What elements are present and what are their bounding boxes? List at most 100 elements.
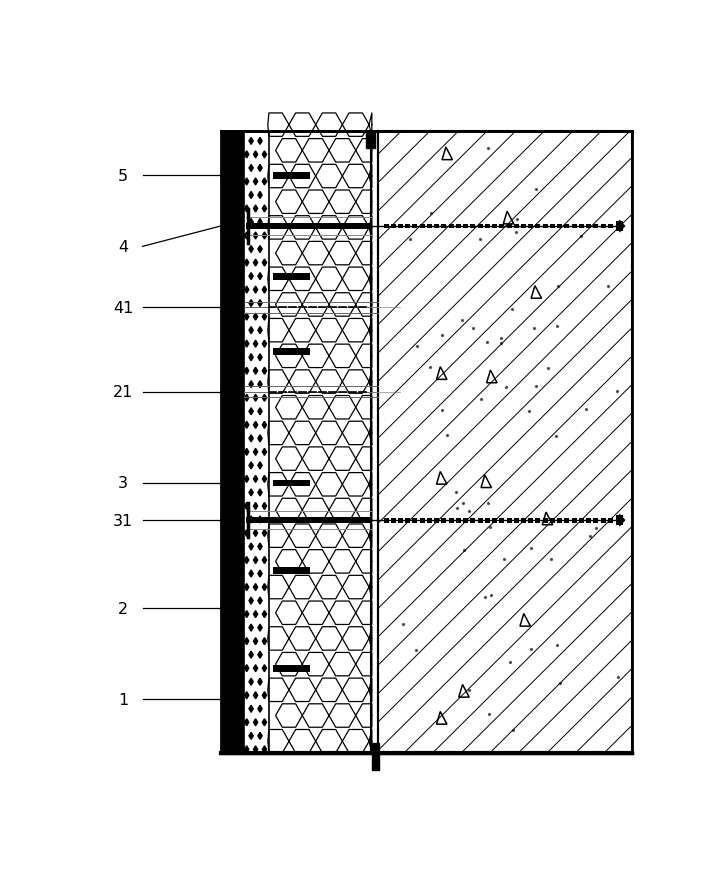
Text: 21: 21 xyxy=(113,385,134,400)
Bar xyxy=(572,225,577,229)
Polygon shape xyxy=(253,287,258,294)
Polygon shape xyxy=(253,746,258,753)
Point xyxy=(482,141,494,155)
Bar xyxy=(405,518,410,523)
Point xyxy=(507,724,518,738)
Bar xyxy=(274,666,309,673)
Polygon shape xyxy=(258,354,262,361)
Polygon shape xyxy=(253,179,258,186)
Bar xyxy=(398,225,403,229)
Bar xyxy=(449,225,454,229)
Bar xyxy=(456,518,461,523)
Polygon shape xyxy=(245,395,248,402)
Bar xyxy=(514,518,519,523)
Bar xyxy=(449,518,454,523)
Polygon shape xyxy=(245,206,248,213)
Polygon shape xyxy=(249,652,253,659)
Bar xyxy=(608,518,613,523)
Polygon shape xyxy=(253,395,258,402)
Polygon shape xyxy=(262,232,266,239)
Polygon shape xyxy=(258,409,262,416)
Polygon shape xyxy=(258,570,262,577)
Polygon shape xyxy=(258,246,262,253)
Point xyxy=(426,207,437,221)
Point xyxy=(551,638,563,652)
Bar xyxy=(383,225,388,229)
Polygon shape xyxy=(258,192,262,199)
Bar xyxy=(220,132,633,753)
Bar xyxy=(378,132,633,753)
Point xyxy=(483,707,495,721)
Bar xyxy=(274,348,309,355)
Point xyxy=(410,643,421,657)
Bar xyxy=(514,225,519,229)
Polygon shape xyxy=(620,515,625,526)
Polygon shape xyxy=(245,260,248,267)
Polygon shape xyxy=(249,381,253,389)
Polygon shape xyxy=(262,557,266,564)
Polygon shape xyxy=(258,705,262,712)
Bar xyxy=(427,225,432,229)
Point xyxy=(545,553,556,567)
Polygon shape xyxy=(258,517,262,524)
Polygon shape xyxy=(620,221,625,233)
Point xyxy=(467,322,479,336)
Polygon shape xyxy=(262,367,266,374)
Polygon shape xyxy=(253,449,258,456)
Point xyxy=(526,542,537,556)
Bar xyxy=(550,518,555,523)
Polygon shape xyxy=(258,274,262,281)
Point xyxy=(507,303,518,317)
Polygon shape xyxy=(253,557,258,564)
Bar xyxy=(434,225,439,229)
Bar xyxy=(274,274,309,281)
Bar xyxy=(274,173,309,180)
Polygon shape xyxy=(249,409,253,416)
Bar xyxy=(383,518,388,523)
Bar xyxy=(391,518,396,523)
Bar xyxy=(220,132,633,753)
Bar xyxy=(506,225,511,229)
Bar xyxy=(521,225,526,229)
Point xyxy=(436,328,447,342)
Point xyxy=(553,279,564,293)
Polygon shape xyxy=(245,584,248,591)
Point xyxy=(523,404,535,418)
Polygon shape xyxy=(253,665,258,672)
Bar xyxy=(572,518,577,523)
Polygon shape xyxy=(253,260,258,267)
Polygon shape xyxy=(245,179,248,186)
Polygon shape xyxy=(258,679,262,686)
Point xyxy=(542,361,554,375)
Bar xyxy=(485,518,490,523)
Polygon shape xyxy=(249,462,253,469)
Bar xyxy=(372,743,379,770)
Bar xyxy=(391,225,396,229)
Polygon shape xyxy=(262,719,266,726)
Polygon shape xyxy=(245,638,248,645)
Polygon shape xyxy=(262,503,266,510)
Polygon shape xyxy=(262,611,266,618)
Polygon shape xyxy=(249,165,253,172)
Point xyxy=(498,552,509,566)
Polygon shape xyxy=(245,422,248,429)
Text: 3: 3 xyxy=(118,476,128,491)
Polygon shape xyxy=(262,179,266,186)
Point xyxy=(463,683,475,697)
Bar xyxy=(593,225,598,229)
Polygon shape xyxy=(253,341,258,348)
Point xyxy=(531,380,542,394)
Point xyxy=(530,183,541,197)
Bar xyxy=(470,518,475,523)
Text: 4: 4 xyxy=(118,239,129,254)
Polygon shape xyxy=(262,422,266,429)
Point xyxy=(397,617,409,631)
Bar xyxy=(274,480,309,487)
Polygon shape xyxy=(262,287,266,294)
Polygon shape xyxy=(249,597,253,604)
Point xyxy=(511,213,523,227)
Point xyxy=(456,314,467,328)
Bar xyxy=(543,225,548,229)
Polygon shape xyxy=(262,260,266,267)
Polygon shape xyxy=(245,449,248,456)
